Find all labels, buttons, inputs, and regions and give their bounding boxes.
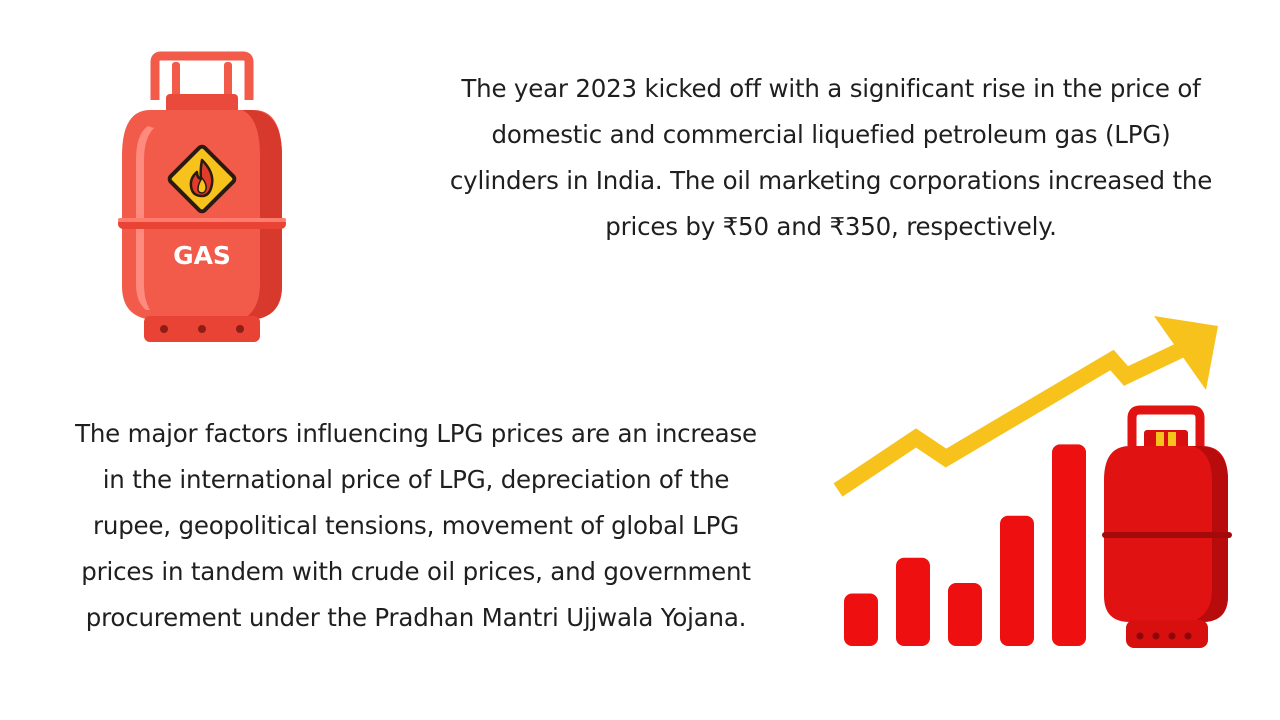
price-bar [1000, 515, 1034, 646]
cylinder-handle [150, 51, 254, 102]
intro-line: The year 2023 kicked off with a signific… [461, 74, 1201, 103]
trend-up-arrow-icon [833, 316, 1218, 497]
price-bars [844, 444, 1086, 646]
cylinder-shade [242, 110, 282, 320]
intro-line: prices by ₹50 and ₹350, respectively. [605, 212, 1057, 241]
cylinder-body [122, 110, 282, 320]
factors-line: in the international price of LPG, depre… [102, 465, 730, 494]
gas-cylinder-illustration: GAS [118, 51, 286, 342]
cylinder-highlight [136, 126, 154, 310]
price-bar [948, 583, 982, 646]
gas-label: GAS [173, 241, 231, 270]
factors-line: rupee, geopolitical tensions, movement o… [93, 511, 739, 540]
base-hole [198, 325, 206, 333]
flame-hazard-icon [167, 144, 237, 214]
price-bar [896, 557, 930, 646]
intro-line: domestic and commercial liquefied petrol… [491, 120, 1171, 149]
price-bar [844, 593, 878, 646]
factors-line: The major factors influencing LPG prices… [75, 419, 757, 448]
intro-paragraph: The year 2023 kicked off with a signific… [428, 66, 1234, 250]
red-cylinder-icon [1102, 405, 1232, 648]
factors-line: prices in tandem with crude oil prices, … [81, 557, 751, 586]
rising-price-illustration [833, 316, 1232, 648]
price-bar [1052, 444, 1086, 646]
intro-line: cylinders in India. The oil marketing co… [449, 166, 1213, 195]
factors-line: procurement under the Pradhan Mantri Ujj… [85, 603, 747, 632]
cylinder-neck [166, 94, 238, 114]
base-hole [160, 325, 168, 333]
factors-paragraph: The major factors influencing LPG prices… [30, 411, 802, 641]
base-hole [236, 325, 244, 333]
